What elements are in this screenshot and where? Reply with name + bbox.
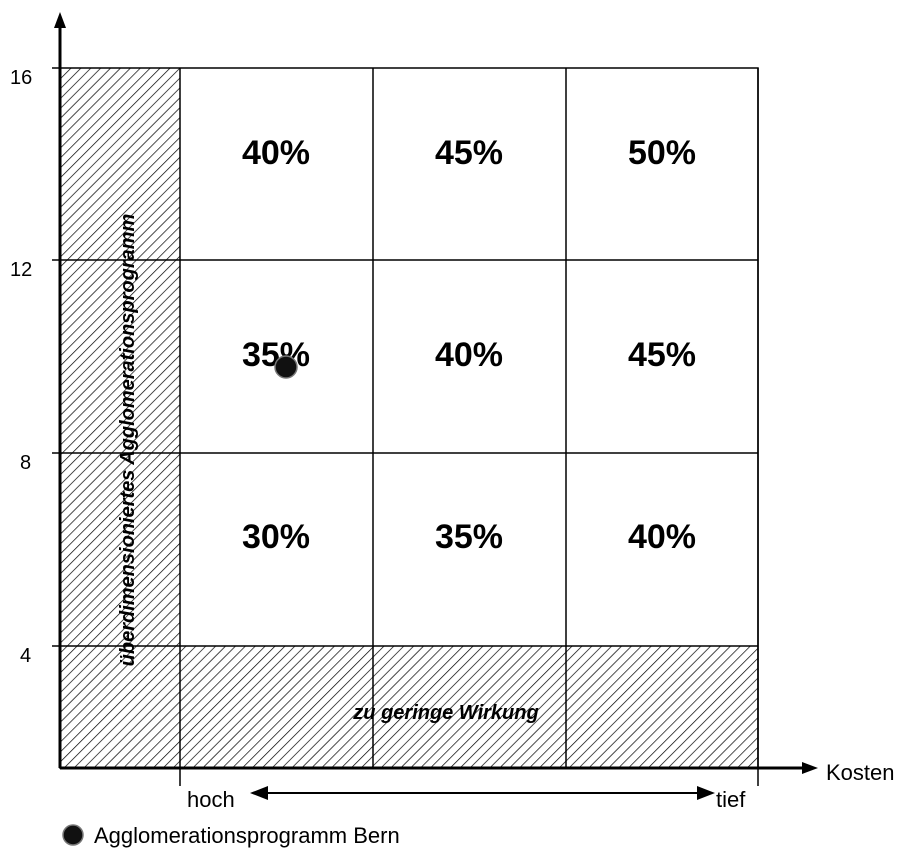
- arrow-left-icon: [250, 786, 268, 800]
- hatched-zone-bottom: [180, 646, 758, 768]
- cell-value: 45%: [628, 336, 696, 374]
- cell-value: 30%: [242, 518, 310, 556]
- legend: Agglomerationsprogramm Bern: [62, 823, 400, 848]
- arrow-right-icon: [697, 786, 715, 800]
- cell-value: 40%: [242, 134, 310, 172]
- y-tick-label: 4: [20, 645, 31, 667]
- hatched-zone-left-label: überdimensioniertes Agglomerationsprogra…: [117, 214, 139, 667]
- cell-value: 35%: [435, 518, 503, 556]
- cost-direction-arrow: [250, 786, 715, 800]
- x-direction-label-left: hoch: [187, 787, 235, 812]
- y-tick-labels: 4 8 12 16: [10, 67, 32, 667]
- legend-label: Agglomerationsprogramm Bern: [94, 823, 400, 848]
- hatched-zones: [60, 68, 758, 768]
- hatched-zone-left: [60, 68, 180, 768]
- x-axis-label: Kosten: [826, 760, 895, 785]
- cell-value: 45%: [435, 134, 503, 172]
- cell-value: 50%: [628, 134, 696, 172]
- y-tick-label: 16: [10, 67, 32, 89]
- data-point-bern: [274, 355, 298, 379]
- axes: [58, 24, 806, 770]
- x-axis-arrow-icon: [802, 762, 818, 774]
- cell-value: 40%: [435, 336, 503, 374]
- hatched-zone-bottom-label: zu geringe Wirkung: [352, 702, 538, 724]
- legend-marker-icon: [62, 824, 84, 846]
- x-direction-label-right: tief: [716, 787, 746, 812]
- cell-values: 40% 45% 50% 35% 40% 45% 30% 35% 40%: [242, 134, 696, 556]
- y-tick-label: 12: [10, 259, 32, 281]
- cell-value: 40%: [628, 518, 696, 556]
- y-tick-label: 8: [20, 452, 31, 474]
- y-axis-arrow-icon: [54, 12, 66, 28]
